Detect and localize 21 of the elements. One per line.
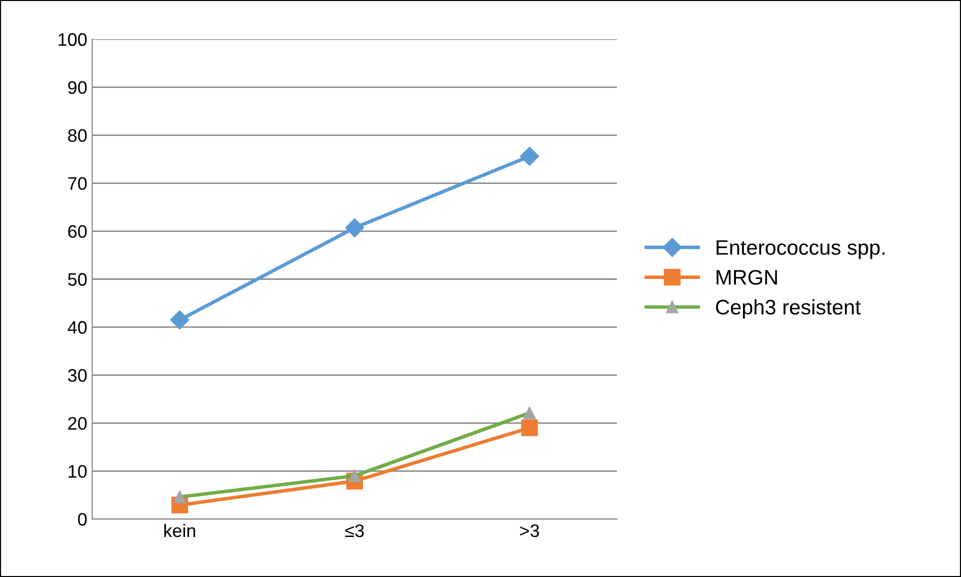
x-tick-label: ≤3	[345, 524, 364, 538]
y-tick-label: 10	[68, 464, 87, 478]
point	[170, 310, 190, 330]
legend-label: Ceph3 resistent	[716, 299, 861, 319]
point	[521, 420, 538, 436]
y-tick-label: 80	[68, 129, 87, 142]
y-tick-label: 20	[68, 416, 87, 430]
y-tick-label: 50	[68, 273, 87, 286]
x-tick-label: kein	[164, 524, 196, 538]
point	[345, 218, 364, 238]
y-tick-label: 30	[68, 369, 87, 382]
y-tick-label: 100	[58, 33, 87, 46]
y-tick-label: 0	[78, 512, 87, 526]
x-tick-label: >3	[520, 524, 540, 538]
point	[520, 146, 540, 166]
y-tick-label: 60	[68, 225, 87, 238]
legend-label: MRGN	[716, 270, 777, 285]
y-tick-label: 40	[68, 321, 87, 334]
y-tick-label: 70	[68, 177, 87, 190]
y-tick-label: 90	[68, 81, 87, 94]
legend-label: Enterococcus spp.	[716, 240, 884, 259]
